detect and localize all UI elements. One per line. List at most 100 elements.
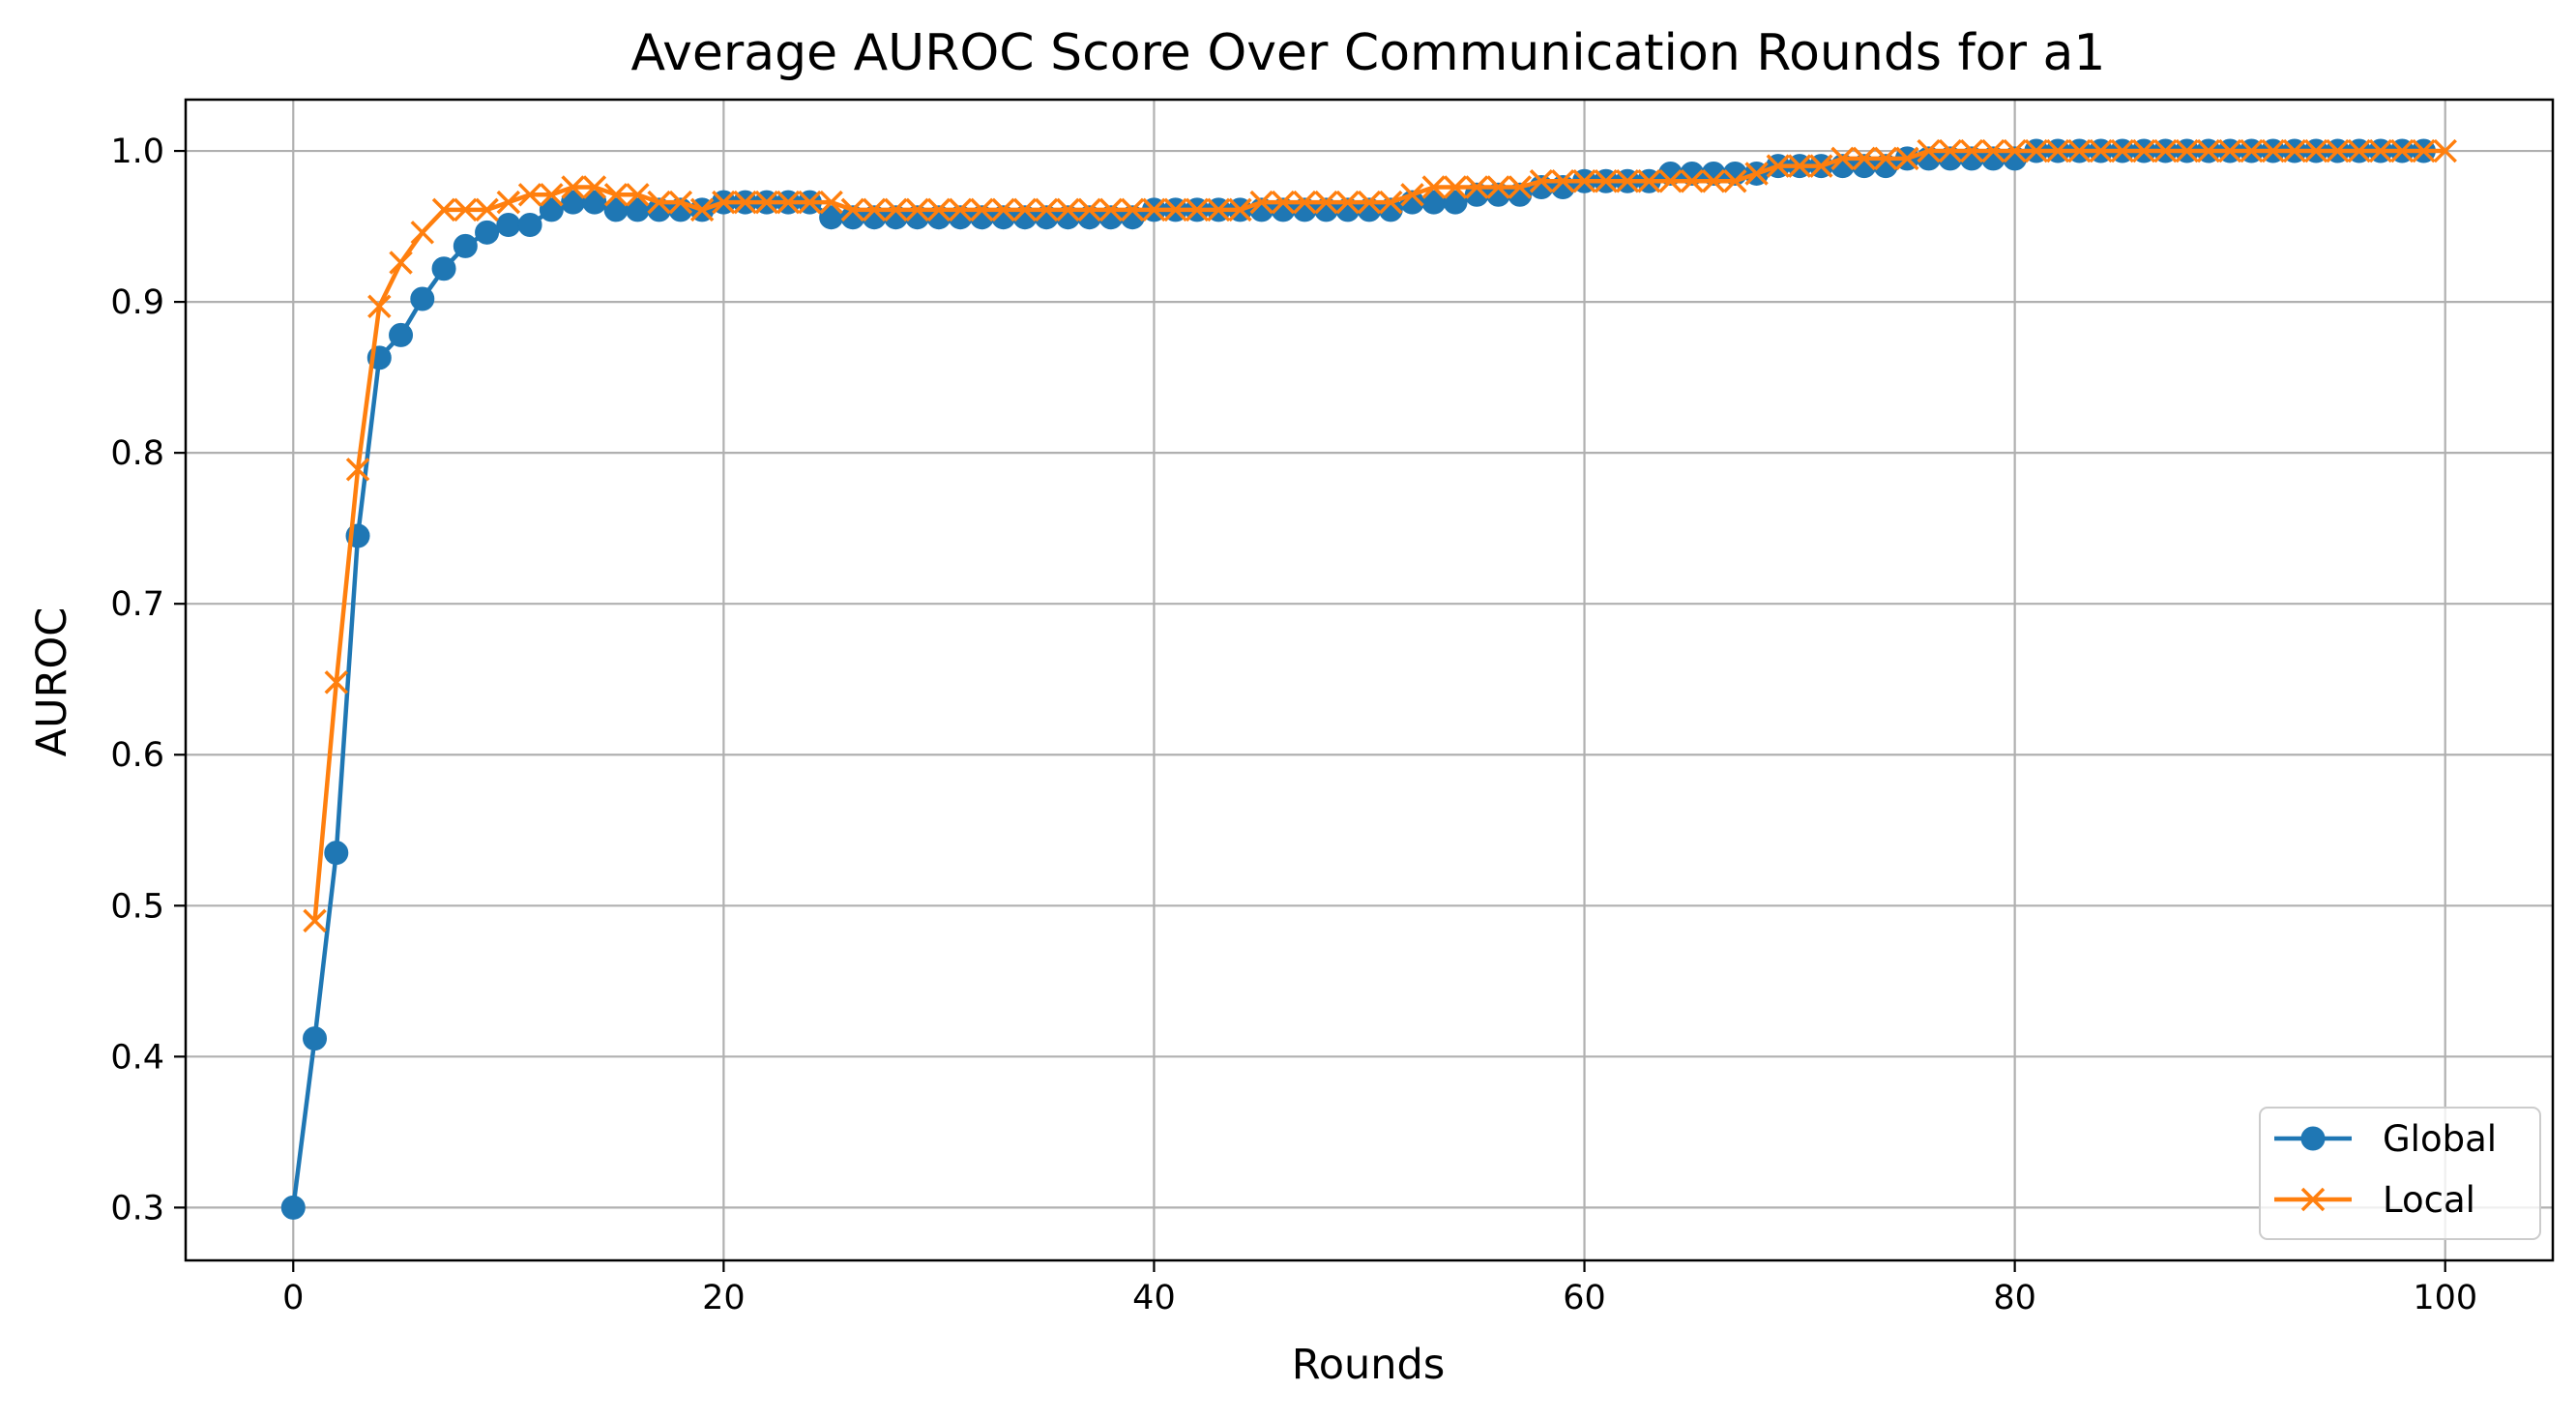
data-point-local xyxy=(454,197,478,222)
data-point-local xyxy=(1056,197,1080,222)
data-point-global xyxy=(539,197,564,222)
data-point-local xyxy=(561,175,585,199)
data-point-local xyxy=(2089,138,2113,163)
data-point-local xyxy=(1293,190,1317,215)
data-point-local xyxy=(1637,169,1661,193)
data-point-local xyxy=(991,197,1015,222)
y-tick-label: 0.7 xyxy=(110,585,164,624)
data-point-local xyxy=(776,190,801,215)
data-point-local xyxy=(1594,169,1619,193)
data-point-local xyxy=(1120,197,1145,222)
chart-title: Average AUROC Score Over Communication R… xyxy=(631,24,2106,82)
data-point-local xyxy=(517,183,542,207)
grid-lines xyxy=(186,100,2553,1260)
data-point-local xyxy=(2389,138,2415,163)
data-point-local xyxy=(540,183,564,207)
data-point-local xyxy=(884,197,908,222)
data-point-local xyxy=(1938,138,1963,163)
legend-label-global: Global xyxy=(2383,1118,2497,1160)
x-tick-label: 40 xyxy=(1132,1279,1176,1317)
y-tick-label: 0.8 xyxy=(110,434,164,473)
data-point-local xyxy=(733,190,757,215)
data-point-global xyxy=(1443,190,1468,215)
data-point-global xyxy=(410,286,435,311)
data-point-local xyxy=(2110,138,2135,163)
data-point-local xyxy=(475,197,499,222)
data-point-local xyxy=(1981,138,2005,163)
x-tick-label: 100 xyxy=(2413,1279,2477,1317)
data-point-local xyxy=(1228,197,1252,222)
data-point-local xyxy=(1680,169,1705,193)
data-point-local xyxy=(1529,169,1554,193)
data-point-local xyxy=(2196,138,2221,163)
data-point-local xyxy=(2347,138,2371,163)
x-tick-label: 20 xyxy=(702,1279,746,1317)
legend-marker-global xyxy=(2300,1126,2326,1151)
series-layer xyxy=(280,138,2457,1220)
data-point-local xyxy=(754,190,779,215)
data-point-global xyxy=(431,256,456,281)
data-point-local xyxy=(367,294,392,319)
data-point-local xyxy=(2067,138,2092,163)
data-point-local xyxy=(2326,138,2350,163)
data-point-local xyxy=(1357,190,1382,215)
data-point-global xyxy=(389,322,414,347)
data-point-local xyxy=(1314,190,1338,215)
data-point-local xyxy=(712,190,736,215)
data-point-local xyxy=(1400,183,1424,207)
axis-ticks: 0 20 40 60 80 100 0.3 0.4 0.5 0.6 0.7 0.8 0.9 1.0 xyxy=(110,133,2477,1317)
x-tick-label: 80 xyxy=(1993,1279,2036,1317)
data-point-local xyxy=(2153,138,2178,163)
data-point-local xyxy=(1895,146,1919,171)
data-point-local xyxy=(1959,138,1984,163)
data-point-local xyxy=(2045,138,2070,163)
data-point-local xyxy=(2368,138,2393,163)
data-point-local xyxy=(345,458,370,482)
data-point-local xyxy=(1787,154,1812,178)
plot-frame xyxy=(184,98,2555,1262)
data-point-local xyxy=(431,197,456,222)
data-point-local xyxy=(840,197,865,222)
data-point-local xyxy=(2282,138,2307,163)
y-axis-label: AUROC xyxy=(28,607,76,757)
data-point-local xyxy=(948,197,973,222)
data-point-local xyxy=(2412,138,2436,163)
data-point-local xyxy=(1658,169,1683,193)
series-line-local xyxy=(312,148,2445,922)
data-point-local xyxy=(2239,138,2264,163)
data-point-local xyxy=(926,197,951,222)
data-point-local xyxy=(2131,138,2156,163)
data-point-local xyxy=(410,221,435,245)
y-tick-label: 0.4 xyxy=(110,1038,164,1077)
data-point-local xyxy=(2217,138,2242,163)
y-tick-label: 0.5 xyxy=(110,887,164,926)
data-point-local xyxy=(324,670,349,695)
data-point-local xyxy=(1206,197,1231,222)
data-point-local xyxy=(1572,169,1596,193)
data-point-local xyxy=(496,190,521,215)
y-tick-label: 0.3 xyxy=(110,1189,164,1228)
data-point-local xyxy=(1034,197,1059,222)
data-point-global xyxy=(517,213,542,238)
legend-label-local: Local xyxy=(2383,1179,2475,1221)
data-point-local xyxy=(1421,175,1446,199)
data-point-global xyxy=(280,1195,306,1220)
data-point-global xyxy=(475,220,500,245)
data-point-local xyxy=(2175,138,2199,163)
data-point-local xyxy=(970,197,994,222)
series-local xyxy=(303,138,2457,933)
data-point-global xyxy=(453,233,478,258)
data-point-local xyxy=(819,190,843,215)
data-point-local xyxy=(1917,138,1941,163)
data-point-local xyxy=(1486,175,1510,199)
legend-item-local: Local xyxy=(2274,1179,2475,1221)
data-point-local xyxy=(668,190,693,215)
data-point-local xyxy=(798,190,822,215)
data-point-local xyxy=(1098,197,1124,222)
data-point-global xyxy=(303,1026,328,1051)
data-point-local xyxy=(2024,138,2049,163)
data-point-local xyxy=(603,183,629,207)
data-point-local xyxy=(2261,138,2285,163)
